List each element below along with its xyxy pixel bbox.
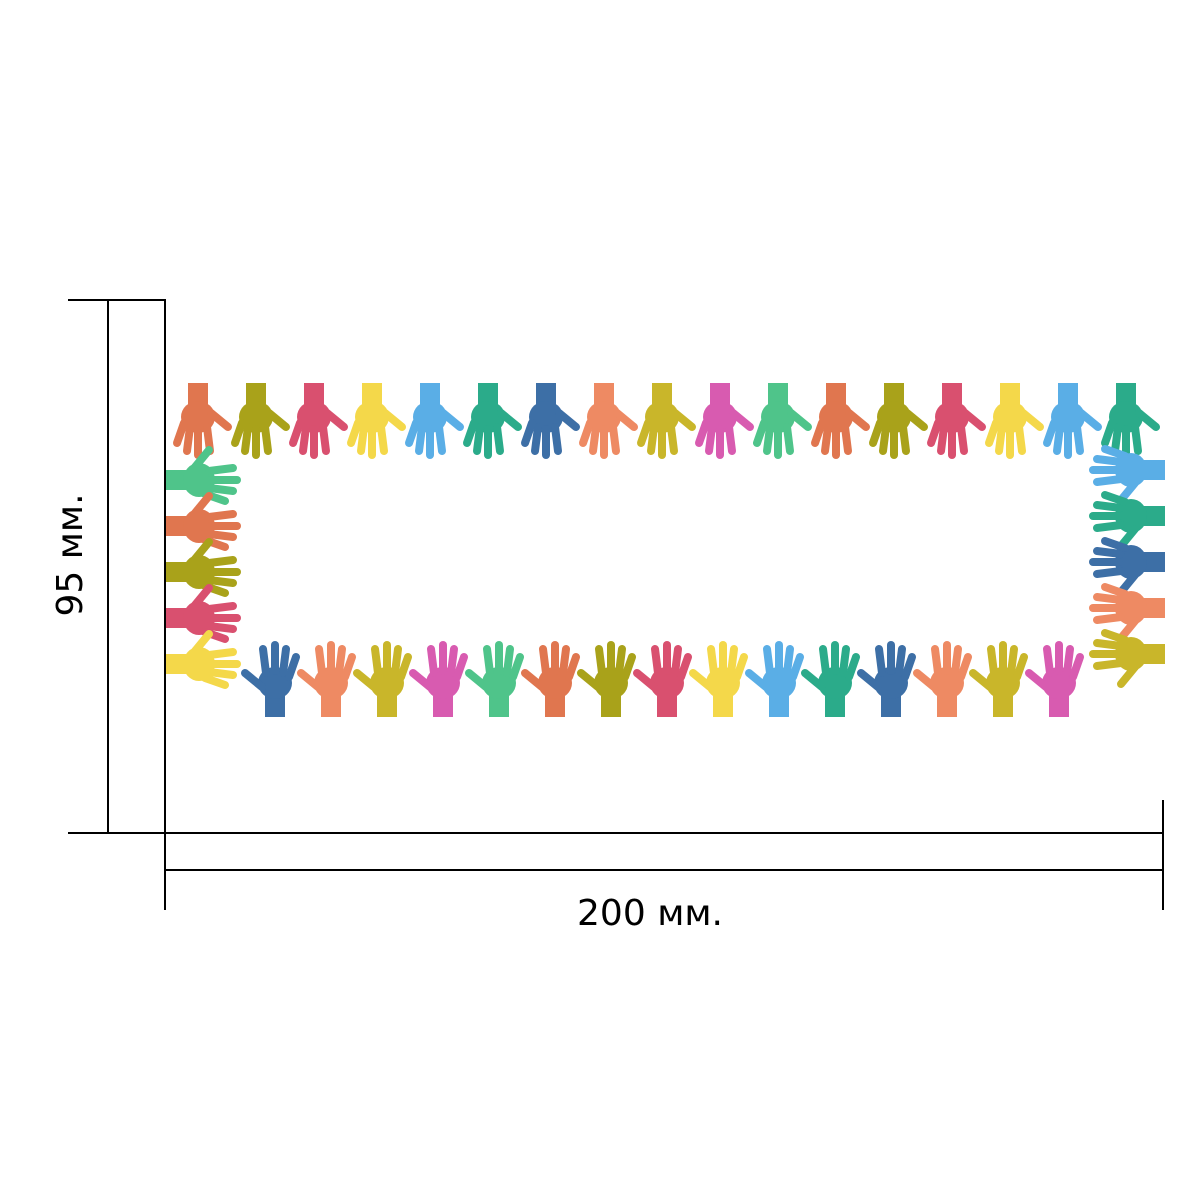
hand: [465, 641, 524, 717]
hand: [913, 641, 972, 717]
hand: [633, 641, 692, 717]
hand: [985, 383, 1044, 459]
hand: [927, 383, 986, 459]
hand: [753, 383, 812, 459]
hand: [637, 383, 696, 459]
hand: [689, 641, 748, 717]
hand: [241, 641, 300, 717]
hand: [353, 641, 412, 717]
hand: [869, 383, 928, 459]
hand: [165, 584, 241, 643]
width-label: 200 мм.: [577, 893, 723, 934]
hand: [165, 630, 241, 689]
banner: [165, 300, 1165, 800]
hand: [297, 641, 356, 717]
hand: [577, 641, 636, 717]
hand: [405, 383, 464, 459]
hand: [745, 641, 804, 717]
hand: [801, 641, 860, 717]
hand: [969, 641, 1028, 717]
hand: [521, 383, 580, 459]
hand: [231, 383, 290, 459]
hand: [347, 383, 406, 459]
hand: [695, 383, 754, 459]
hand: [1089, 491, 1165, 550]
hand: [1043, 383, 1102, 459]
hand: [857, 641, 916, 717]
hand: [579, 383, 638, 459]
hand: [463, 383, 522, 459]
hand: [409, 641, 468, 717]
hand: [521, 641, 580, 717]
hand: [1089, 583, 1165, 642]
hand: [1025, 641, 1084, 717]
hand-border: [165, 383, 1165, 717]
hand: [811, 383, 870, 459]
hand: [1089, 537, 1165, 596]
hand: [165, 446, 241, 505]
hand: [289, 383, 348, 459]
height-label: 95 мм.: [50, 493, 91, 616]
hand: [1089, 445, 1165, 504]
hand: [1089, 629, 1165, 688]
hand: [1101, 383, 1160, 459]
